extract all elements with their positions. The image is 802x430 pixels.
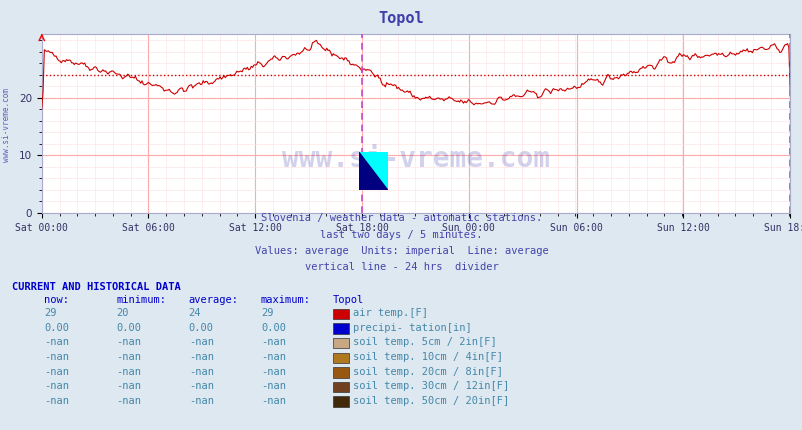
Text: maximum:: maximum: [261, 295, 310, 305]
Text: -nan: -nan [44, 337, 69, 347]
Text: www.si-vreme.com: www.si-vreme.com [282, 145, 549, 173]
Text: CURRENT AND HISTORICAL DATA: CURRENT AND HISTORICAL DATA [12, 282, 180, 292]
Text: -nan: -nan [116, 352, 141, 362]
Text: Slovenia / weather data - automatic stations.: Slovenia / weather data - automatic stat… [261, 213, 541, 224]
Text: vertical line - 24 hrs  divider: vertical line - 24 hrs divider [304, 262, 498, 273]
Text: precipi- tation[in]: precipi- tation[in] [353, 322, 472, 333]
Text: -nan: -nan [44, 381, 69, 391]
Text: -nan: -nan [44, 352, 69, 362]
Text: -nan: -nan [261, 352, 286, 362]
Text: average:: average: [188, 295, 238, 305]
Text: 20: 20 [116, 308, 129, 318]
Text: -nan: -nan [116, 381, 141, 391]
Text: air temp.[F]: air temp.[F] [353, 308, 427, 318]
Text: -nan: -nan [44, 366, 69, 377]
Text: -nan: -nan [188, 396, 213, 406]
Text: soil temp. 30cm / 12in[F]: soil temp. 30cm / 12in[F] [353, 381, 509, 391]
Text: 29: 29 [44, 308, 57, 318]
Text: www.si-vreme.com: www.si-vreme.com [2, 88, 11, 162]
Text: -nan: -nan [261, 396, 286, 406]
Text: soil temp. 20cm / 8in[F]: soil temp. 20cm / 8in[F] [353, 366, 503, 377]
Text: 0.00: 0.00 [44, 322, 69, 333]
Text: 24: 24 [188, 308, 201, 318]
Text: now:: now: [44, 295, 69, 305]
Polygon shape [358, 152, 387, 190]
Text: -nan: -nan [261, 381, 286, 391]
Polygon shape [358, 152, 387, 190]
Text: -nan: -nan [188, 366, 213, 377]
Text: last two days / 5 minutes.: last two days / 5 minutes. [320, 230, 482, 240]
Text: -nan: -nan [116, 366, 141, 377]
Text: -nan: -nan [44, 396, 69, 406]
Text: -nan: -nan [116, 396, 141, 406]
Text: Values: average  Units: imperial  Line: average: Values: average Units: imperial Line: av… [254, 246, 548, 256]
Text: soil temp. 5cm / 2in[F]: soil temp. 5cm / 2in[F] [353, 337, 496, 347]
Text: -nan: -nan [188, 352, 213, 362]
Text: 29: 29 [261, 308, 273, 318]
Text: soil temp. 50cm / 20in[F]: soil temp. 50cm / 20in[F] [353, 396, 509, 406]
Text: -nan: -nan [188, 381, 213, 391]
Text: Topol: Topol [379, 11, 423, 26]
Text: Topol: Topol [333, 295, 364, 305]
Text: -nan: -nan [261, 337, 286, 347]
Text: minimum:: minimum: [116, 295, 166, 305]
Text: soil temp. 10cm / 4in[F]: soil temp. 10cm / 4in[F] [353, 352, 503, 362]
Text: 0.00: 0.00 [261, 322, 286, 333]
Text: -nan: -nan [116, 337, 141, 347]
Text: 0.00: 0.00 [188, 322, 213, 333]
Text: 0.00: 0.00 [116, 322, 141, 333]
Text: -nan: -nan [188, 337, 213, 347]
Text: -nan: -nan [261, 366, 286, 377]
